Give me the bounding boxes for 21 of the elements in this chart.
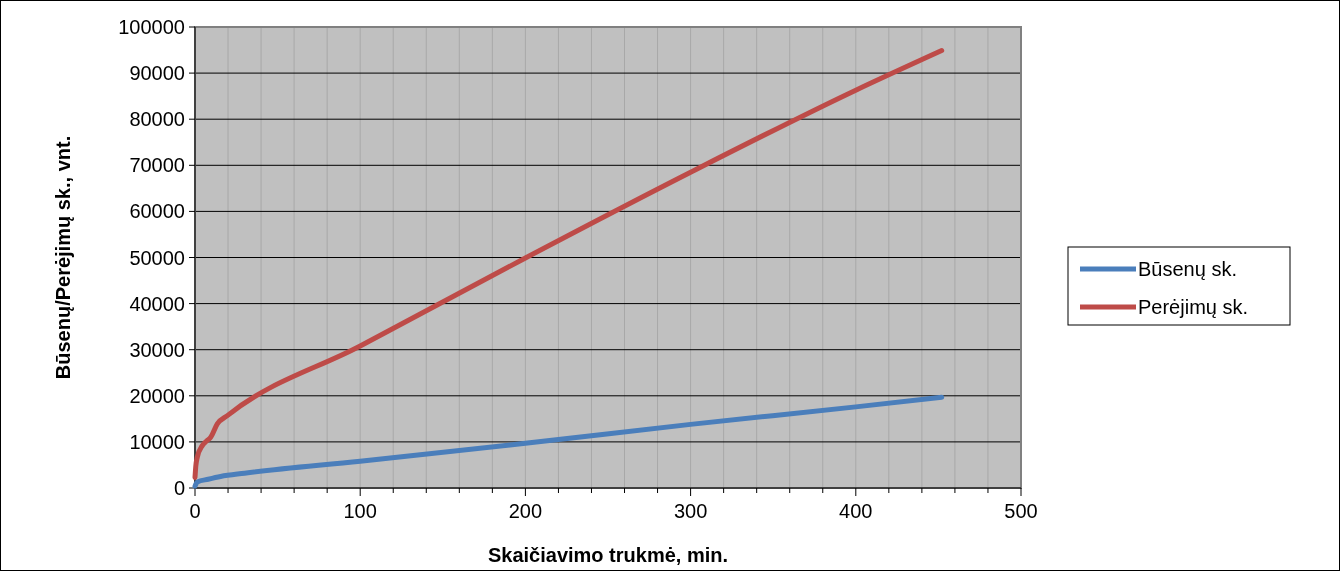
x-tick-label: 300 — [673, 500, 708, 522]
y-tick-label: 70000 — [129, 154, 185, 177]
y-tick-label: 20000 — [129, 384, 185, 407]
y-tick-label: 10000 — [129, 430, 185, 453]
x-tick-label: 200 — [508, 500, 543, 522]
y-axis-title: Būsenų/Perėjimų sk., vnt. — [52, 135, 74, 380]
x-tick-label: 500 — [1004, 500, 1038, 522]
y-tick-label: 0 — [173, 477, 185, 499]
x-axis-title: Skaičiavimo trukmė, min. — [487, 544, 729, 566]
x-tick-label: 0 — [189, 500, 201, 522]
y-tick-label: 100000 — [118, 16, 185, 38]
y-tick-label: 60000 — [129, 200, 185, 223]
legend-label: Būsenų sk. — [1138, 258, 1237, 280]
x-tick-label: 400 — [839, 500, 873, 522]
y-tick-label: 80000 — [129, 108, 185, 131]
legend-label: Perėjimų sk. — [1138, 296, 1249, 318]
x-tick-label: 100 — [343, 500, 377, 522]
y-tick-label: 90000 — [129, 62, 185, 85]
y-tick-label: 40000 — [129, 292, 185, 315]
y-tick-label: 30000 — [129, 338, 185, 361]
y-tick-label: 50000 — [129, 246, 185, 269]
